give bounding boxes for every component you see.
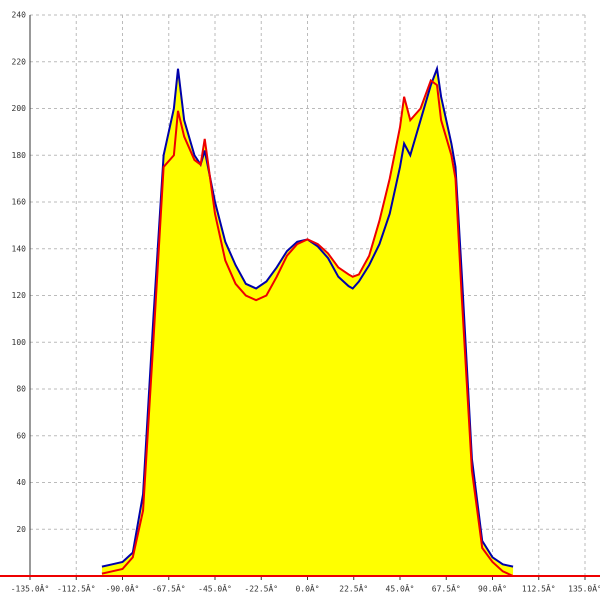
x-tick-label: -90.0Â°: [106, 583, 140, 594]
line: [101, 78, 514, 577]
x-tick-label: 45.0Â°: [386, 583, 415, 594]
y-tick-label: 220: [12, 57, 27, 66]
x-tick-label: 0.0Â°: [295, 583, 319, 594]
y-tick-label: 200: [12, 104, 27, 113]
x-tick-label: 112.5Â°: [522, 583, 556, 594]
x-tick-label: 135.0Â°: [568, 583, 600, 594]
x-tick-label: 22.5Â°: [339, 583, 368, 594]
x-tick-label: -22.5Â°: [244, 583, 278, 594]
x-tick-label: 90.0Â°: [478, 583, 507, 594]
line: [101, 64, 514, 568]
x-tick-label: -67.5Â°: [152, 583, 186, 594]
y-tick-label: 180: [12, 151, 27, 160]
x-tick-label: -135.0Â°: [11, 583, 50, 594]
y-tick-label: 80: [16, 385, 26, 394]
y-tick-label: 60: [16, 431, 26, 440]
y-tick-label: 120: [12, 291, 27, 300]
x-tick-label: -112.5Â°: [57, 583, 96, 594]
x-tick-label: 67.5Â°: [432, 583, 461, 594]
y-tick-label: 20: [16, 525, 26, 534]
area: [101, 80, 514, 576]
y-tick-label: 160: [12, 198, 27, 207]
y-tick-label: 40: [16, 478, 26, 487]
y-tick-label: 100: [12, 338, 27, 347]
y-tick-label: 240: [12, 11, 27, 20]
x-tick-label: -45.0Â°: [198, 583, 232, 594]
y-tick-label: 140: [12, 244, 27, 253]
